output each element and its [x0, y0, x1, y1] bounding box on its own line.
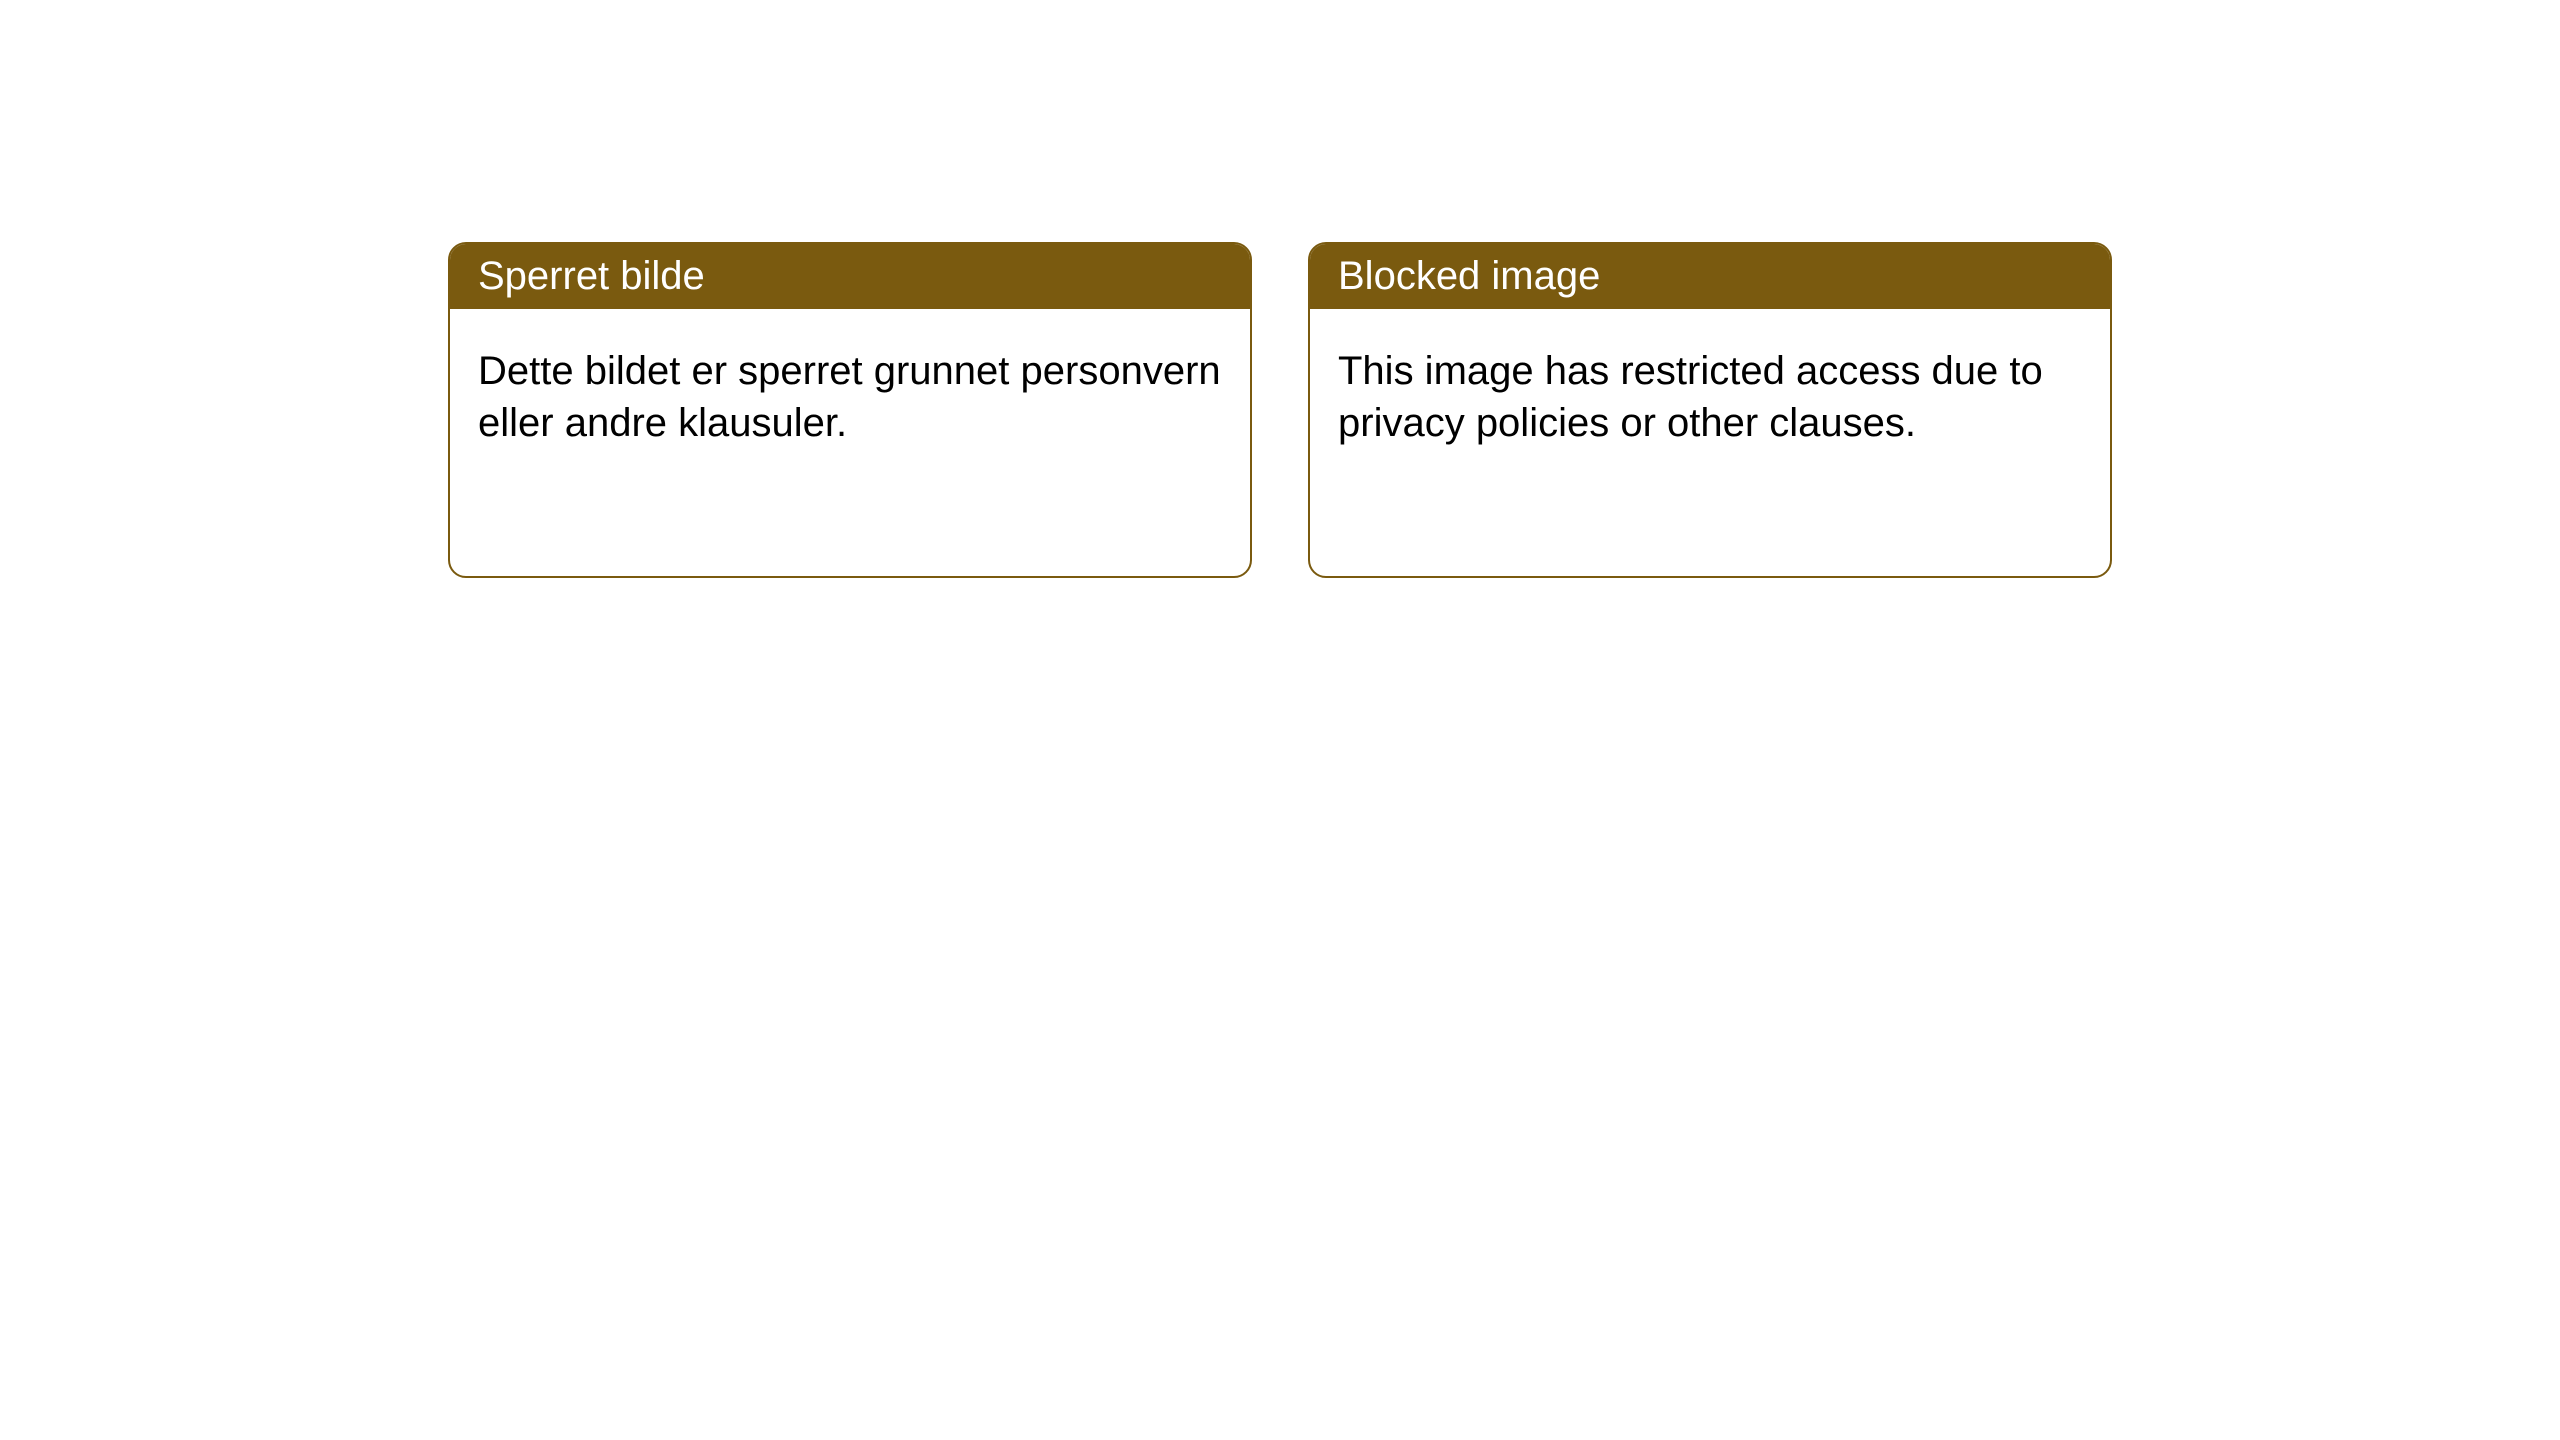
- notice-container: Sperret bilde Dette bildet er sperret gr…: [448, 242, 2112, 578]
- notice-body: Dette bildet er sperret grunnet personve…: [450, 309, 1250, 485]
- notice-header: Blocked image: [1310, 244, 2110, 309]
- notice-message: Dette bildet er sperret grunnet personve…: [478, 349, 1221, 445]
- notice-title: Sperret bilde: [478, 254, 705, 298]
- notice-card-norwegian: Sperret bilde Dette bildet er sperret gr…: [448, 242, 1252, 578]
- notice-message: This image has restricted access due to …: [1338, 349, 2043, 445]
- notice-title: Blocked image: [1338, 254, 1600, 298]
- notice-card-english: Blocked image This image has restricted …: [1308, 242, 2112, 578]
- notice-body: This image has restricted access due to …: [1310, 309, 2110, 485]
- notice-header: Sperret bilde: [450, 244, 1250, 309]
